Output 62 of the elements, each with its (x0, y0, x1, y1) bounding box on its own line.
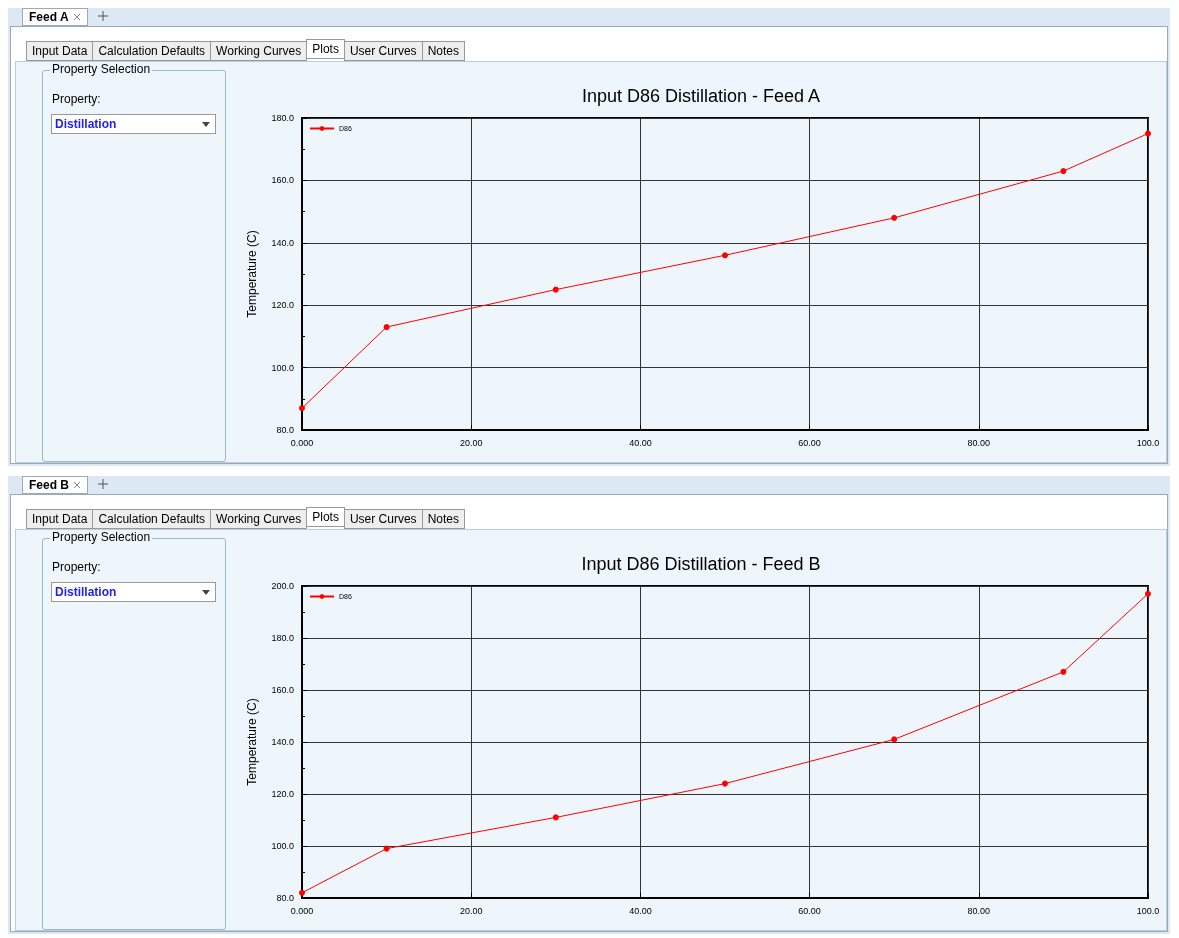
y-axis-title: Temperature (C) (245, 698, 259, 786)
text: Working Curves (210, 509, 308, 529)
text: Input Data (26, 41, 94, 61)
y-tick-label: 80.0 (276, 425, 294, 435)
x-tick-label: 100.0 (1136, 437, 1160, 448)
point (1060, 168, 1067, 175)
y-tick-label: 160.0 (271, 685, 294, 695)
x-tick-label: 0.000 (290, 905, 314, 916)
point (722, 780, 728, 787)
point (552, 814, 559, 821)
x-tick-label: 40.00 (629, 905, 652, 916)
text: Property Selection (50, 62, 153, 76)
y-tick-label: 120.0 (271, 300, 294, 311)
x-tick-label: 40.00 (629, 437, 652, 448)
text: Feed B (29, 478, 70, 492)
text: Plots (306, 507, 345, 527)
point (383, 324, 390, 331)
x-tick-label: 0.000 (290, 437, 314, 448)
y-tick-label: 120.0 (271, 789, 294, 799)
y-tick-label: 80.0 (276, 893, 294, 903)
y-tick-label: 180.0 (271, 633, 294, 643)
point (722, 252, 728, 259)
point (1060, 668, 1067, 675)
x-tick-label: 20.00 (459, 437, 483, 448)
point (299, 405, 305, 412)
text: User Curves (343, 41, 423, 61)
text: Working Curves (210, 41, 308, 61)
y-tick-label: 100.0 (271, 362, 294, 373)
text: Feed A (29, 10, 69, 24)
y-tick-label: 200.0 (271, 581, 294, 591)
point (891, 214, 898, 221)
x-tick-label: 60.00 (798, 437, 821, 448)
y-tick-label: 140.0 (271, 737, 294, 747)
y-tick-label: 160.0 (271, 175, 294, 186)
text: Property: (52, 92, 101, 106)
point (383, 845, 390, 852)
text: Input Data (26, 509, 94, 529)
text: Property: (52, 560, 101, 574)
point (1145, 130, 1151, 137)
text: Notes (421, 509, 465, 529)
point (1145, 590, 1151, 597)
y-tick-label: 100.0 (271, 841, 294, 851)
point (891, 736, 898, 743)
point (552, 286, 559, 293)
text: Plots (306, 39, 345, 59)
chart-title: Input D86 Distillation - Feed B (581, 554, 821, 574)
chart-title: Input D86 Distillation - Feed A (581, 86, 821, 106)
y-axis-title: Temperature (C) (245, 230, 259, 318)
text: Distillation (51, 582, 216, 602)
text: Notes (421, 41, 465, 61)
text: User Curves (343, 509, 423, 529)
y-tick-label: 140.0 (271, 237, 294, 248)
x-tick-label: 80.00 (967, 905, 991, 916)
text: Distillation (51, 114, 216, 134)
x-tick-label: 20.00 (459, 905, 483, 916)
x-tick-label: 100.0 (1136, 905, 1160, 916)
text: Calculation Defaults (92, 509, 212, 529)
x-tick-label: 80.00 (967, 437, 991, 448)
x-tick-label: 60.00 (798, 905, 821, 916)
text: Property Selection (50, 530, 153, 544)
text: Calculation Defaults (92, 41, 212, 61)
y-tick-label: 180.0 (271, 113, 294, 123)
